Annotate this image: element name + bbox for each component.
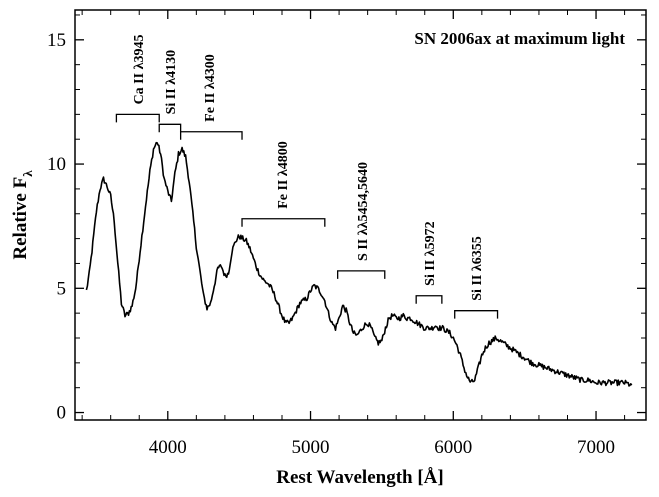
annotation-label: Ca II λ3945 (132, 35, 147, 105)
x-tick-label: 4000 (149, 437, 187, 458)
annotation-bracket (337, 270, 386, 279)
y-axis-title-main: Relative F (10, 177, 31, 260)
annotation-label: S II λλ5454,5640 (356, 162, 371, 261)
annotation-label: Fe II λ4300 (203, 54, 218, 122)
x-tick-label: 7000 (577, 437, 615, 458)
annotation-bracket (241, 218, 326, 227)
annotation-bracket (415, 295, 443, 304)
plot-frame (74, 9, 647, 421)
spectrum-line (85, 141, 633, 387)
annotation-label: Si II λ5972 (423, 221, 438, 285)
y-axis-title-subscript: λ (20, 170, 35, 177)
annotation-label: Si II λ4130 (164, 50, 179, 114)
annotation-bracket (158, 123, 182, 133)
y-tick-label: 10 (47, 154, 66, 175)
y-tick-label: 0 (57, 403, 67, 424)
annotation-bracket (115, 113, 160, 123)
annotation-bracket (179, 131, 243, 140)
line-annotations: Ca II λ3945 Si II λ4130 Fe II λ4300 Fe II λ… (115, 35, 499, 319)
axis-ticks (75, 10, 646, 420)
y-axis-title: Relative Fλ (10, 170, 35, 260)
x-tick-label: 5000 (292, 437, 330, 458)
x-axis-title: Rest Wavelength [Å] (276, 467, 443, 488)
chart-title: SN 2006ax at maximum light (414, 29, 625, 48)
annotation-bracket (454, 310, 499, 319)
annotation-label: Si II λ6355 (470, 236, 485, 300)
x-tick-label: 6000 (434, 437, 472, 458)
annotation-label: Fe II λ4800 (276, 141, 291, 209)
y-tick-label: 15 (47, 30, 66, 51)
tick-labels: 4000 5000 6000 7000 0 5 10 15 (47, 30, 615, 458)
y-tick-label: 5 (57, 278, 67, 299)
